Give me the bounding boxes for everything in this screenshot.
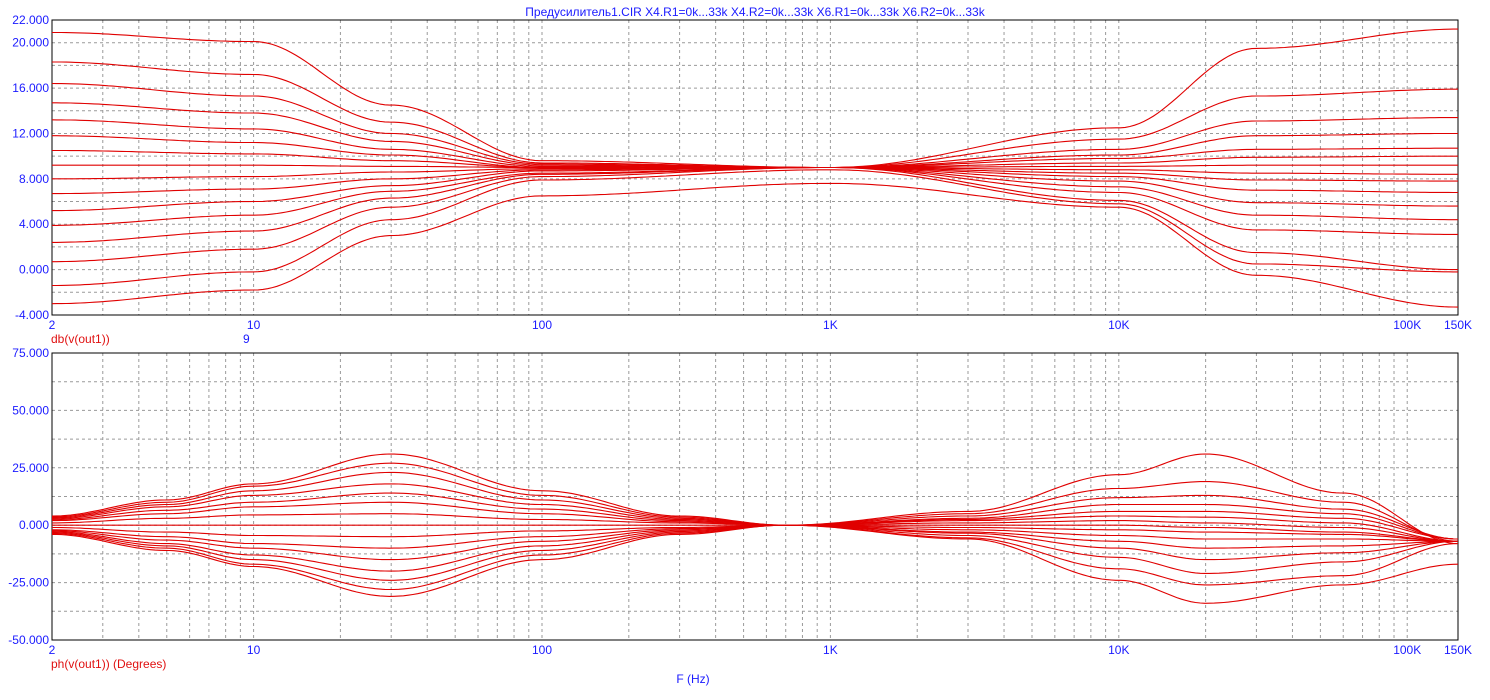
series-line-4 — [51, 483, 1459, 540]
x-tick-label: 10 — [247, 643, 261, 657]
x-tick-label: 10K — [1108, 318, 1129, 332]
plot-frame — [51, 19, 1459, 316]
curves — [51, 453, 1459, 604]
x-tick-label: 2 — [49, 643, 56, 657]
x-gridlines — [102, 20, 1408, 315]
y-tick-label: 4.000 — [19, 217, 49, 231]
x-axis-label: F (Hz) — [676, 672, 709, 686]
series-line-15 — [52, 169, 1458, 287]
y-tick-label: 0.000 — [19, 263, 49, 277]
y-tick-label: -25.000 — [8, 576, 49, 590]
y-tick-label: -50.000 — [8, 633, 49, 647]
y-tick-label: 75.000 — [12, 346, 49, 360]
y-gridlines — [52, 42, 1458, 293]
series-line-14 — [52, 524, 1459, 591]
series-line-16 — [51, 182, 1459, 308]
x-tick-label: 150K — [1444, 643, 1472, 657]
x-tick-label: 1K — [823, 643, 838, 657]
series-line-13 — [51, 524, 1459, 581]
y-gridlines — [52, 381, 1458, 612]
y-tick-label: 8.000 — [19, 172, 49, 186]
phase-y-label: ph(v(out1)) (Degrees) — [51, 657, 166, 671]
series-line-1 — [52, 28, 1458, 169]
series-line-11 — [52, 524, 1458, 561]
magnitude-y-label: db(v(out1)) — [51, 332, 110, 346]
plot-frame — [51, 352, 1459, 641]
x-tick-label: 100 — [532, 643, 552, 657]
series-line-2 — [52, 61, 1458, 169]
series-line-14 — [52, 166, 1458, 271]
x-tick-label: 2 — [49, 318, 56, 332]
series-line-6 — [52, 135, 1458, 169]
magnitude-extra-label: 9 — [243, 332, 250, 346]
x-tick-label: 100K — [1393, 318, 1421, 332]
x-tick-label: 10 — [247, 318, 261, 332]
y-tick-label: 12.000 — [12, 126, 49, 140]
y-tick-label: 50.000 — [12, 403, 49, 417]
y-tick-label: 22.000 — [12, 13, 49, 27]
series-line-5 — [51, 119, 1458, 169]
y-tick-label: -4.000 — [15, 308, 49, 322]
magnitude-panel: 22.000 20.000 16.000 12.000 8.000 4.000 0.000 -… — [12, 13, 1472, 332]
x-tick-label: 100 — [532, 318, 552, 332]
x-tick-label: 100K — [1393, 643, 1421, 657]
y-tick-label: 20.000 — [12, 36, 49, 50]
x-tick-label: 10K — [1108, 643, 1129, 657]
y-tick-label: 25.000 — [12, 461, 49, 475]
y-tick-label: 16.000 — [12, 81, 49, 95]
x-tick-label: 1K — [823, 318, 838, 332]
y-tick-label: 0.000 — [19, 518, 49, 532]
chart-title: Предусилитель1.CIR X4.R1=0k...33k X4.R2=… — [525, 5, 985, 19]
x-tick-label: 150K — [1444, 318, 1472, 332]
curves — [51, 28, 1459, 308]
series-line-15 — [51, 524, 1459, 604]
